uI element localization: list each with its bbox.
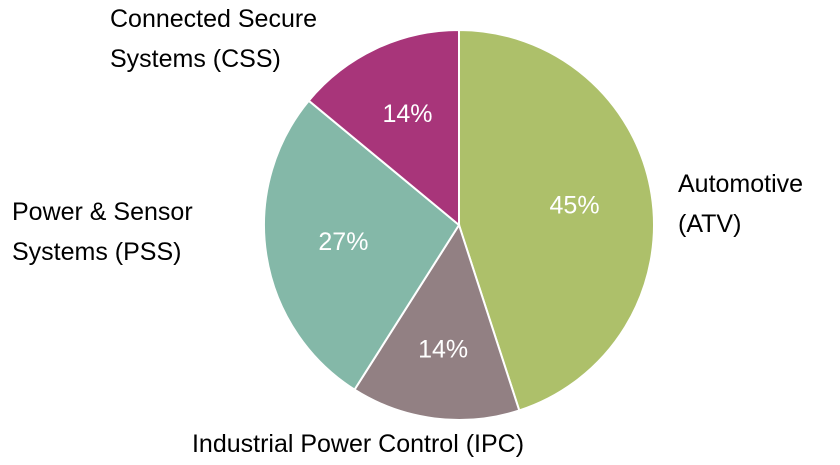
- pie-slice: [353, 222, 521, 421]
- category-label: Automotive (ATV): [678, 170, 803, 238]
- value-label: 45%: [550, 191, 600, 219]
- category-label-line: Power & Sensor: [12, 198, 193, 226]
- category-label-line: Systems (PSS): [12, 238, 181, 266]
- category-label-line: Connected Secure: [110, 5, 317, 33]
- category-label: Connected Secure Systems (CSS): [110, 5, 317, 73]
- value-label: 14%: [382, 100, 432, 128]
- pie-slice: [263, 99, 461, 392]
- category-label-line: Automotive: [678, 170, 803, 198]
- category-label-line: (ATV): [678, 210, 741, 238]
- value-label: 27%: [318, 228, 368, 256]
- value-label: 14%: [418, 335, 468, 363]
- category-label: Power & Sensor Systems (PSS): [12, 198, 193, 266]
- pie-slice: [307, 28, 460, 228]
- pie-slice: [458, 28, 655, 412]
- category-label-line: Systems (CSS): [110, 45, 281, 73]
- category-label-line: Industrial Power Control (IPC): [192, 430, 524, 458]
- category-label: Industrial Power Control (IPC): [192, 430, 524, 458]
